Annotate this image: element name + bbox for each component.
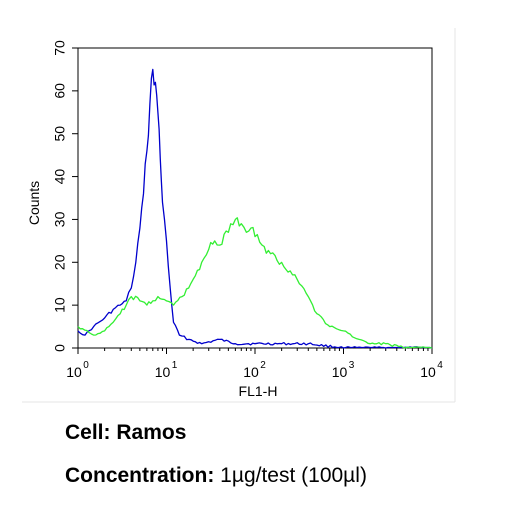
x-tick-label-base: 10 — [243, 364, 259, 380]
y-tick-label: 10 — [52, 297, 68, 313]
series-line-1 — [77, 217, 433, 349]
x-tick-label-exp: 4 — [437, 360, 443, 371]
concentration-caption: Concentration: 1µg/test (100µl) — [65, 464, 367, 488]
x-tick-label-exp: 2 — [260, 360, 266, 371]
x-tick-label-exp: 0 — [83, 360, 89, 371]
cell-value: Ramos — [116, 421, 187, 444]
x-tick-label-exp: 1 — [172, 360, 178, 371]
cell-caption: Cell: Ramos — [65, 421, 186, 445]
x-tick-label-base: 10 — [155, 364, 171, 380]
y-tick-label: 60 — [52, 83, 68, 99]
y-tick-label: 40 — [52, 169, 68, 185]
cell-label: Cell: — [65, 421, 111, 444]
y-tick-label: 70 — [52, 40, 68, 56]
x-tick-label-base: 10 — [332, 364, 348, 380]
chart-background — [0, 0, 510, 410]
y-axis-label: Counts — [26, 181, 42, 225]
concentration-label: Concentration: — [65, 464, 215, 487]
x-tick-label-exp: 3 — [349, 360, 355, 371]
series-line-0 — [77, 68, 433, 349]
y-tick-label: 30 — [52, 211, 68, 227]
x-axis-label: FL1-H — [239, 383, 278, 399]
histogram-chart: 0 10 20 30 40 50 60 70 10 0 10 1 10 2 10 3 10 4 FL1-H Count… — [0, 0, 510, 410]
x-tick-label-base: 10 — [420, 364, 436, 380]
y-tick-label: 0 — [52, 344, 68, 352]
x-tick-label-base: 10 — [66, 364, 82, 380]
y-tick-label: 20 — [52, 254, 68, 270]
concentration-value: 1µg/test (100µl) — [220, 464, 367, 487]
y-tick-label: 50 — [52, 126, 68, 142]
